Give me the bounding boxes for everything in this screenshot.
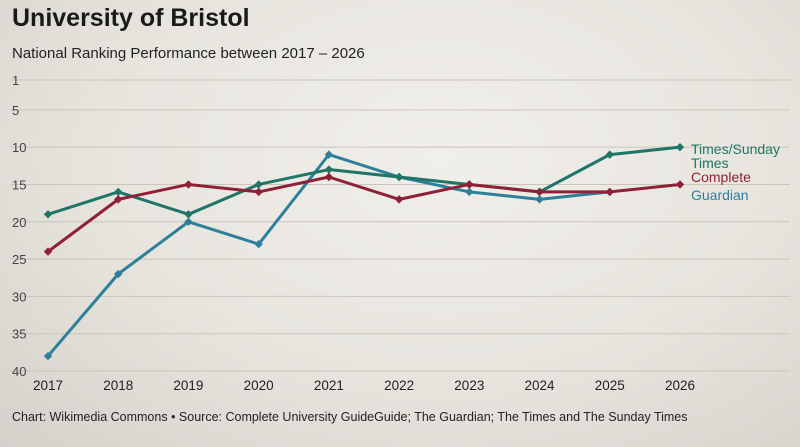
data-point xyxy=(184,210,193,219)
legend-label-guardian: Guardian xyxy=(691,187,749,203)
y-tick-label: 35 xyxy=(12,327,26,342)
data-point xyxy=(605,187,614,197)
legend-label-times: Times/Sunday Times xyxy=(691,141,780,171)
chart-subtitle: National Ranking Performance between 201… xyxy=(12,45,365,62)
data-point xyxy=(605,150,614,159)
data-point xyxy=(324,172,334,182)
data-point xyxy=(114,187,123,197)
legend-label-times-line2: Times xyxy=(691,155,729,171)
data-point xyxy=(535,195,544,204)
data-point xyxy=(465,187,474,197)
data-point xyxy=(254,239,263,249)
data-point xyxy=(324,165,334,174)
x-tick-label: 2021 xyxy=(314,378,344,393)
data-point xyxy=(254,187,263,197)
data-point xyxy=(184,180,193,189)
y-tick-label: 20 xyxy=(12,215,26,230)
data-point xyxy=(324,150,334,159)
data-point xyxy=(114,269,123,279)
legend-label-complete: Complete xyxy=(691,169,751,185)
data-point xyxy=(254,180,263,189)
chart-source-footer: Chart: Wikimedia Commons • Source: Compl… xyxy=(12,410,688,424)
data-point xyxy=(43,210,53,219)
data-point xyxy=(43,247,53,256)
x-tick-label: 2026 xyxy=(665,378,695,393)
data-point xyxy=(465,180,474,189)
y-tick-label: 10 xyxy=(12,140,26,155)
y-tick-label: 5 xyxy=(12,103,19,118)
y-tick-label: 1 xyxy=(12,73,19,88)
data-point xyxy=(394,195,404,204)
data-point xyxy=(114,195,123,204)
y-tick-label: 15 xyxy=(12,177,26,192)
y-tick-label: 25 xyxy=(12,252,26,267)
x-tick-label: 2022 xyxy=(384,378,414,393)
data-point xyxy=(675,180,685,189)
data-point xyxy=(394,172,404,182)
x-tick-label: 2025 xyxy=(595,378,625,393)
y-tick-label: 30 xyxy=(12,289,26,304)
x-tick-label: 2019 xyxy=(173,378,203,393)
data-point xyxy=(184,217,193,226)
x-tick-label: 2023 xyxy=(454,378,484,393)
series-line xyxy=(46,145,682,216)
y-tick-label: 40 xyxy=(12,364,26,379)
series-line xyxy=(46,175,682,254)
x-tick-label: 2020 xyxy=(244,378,274,393)
legend-label-times-line1: Times/Sunday xyxy=(691,141,780,157)
x-tick-label: 2017 xyxy=(33,378,63,393)
x-tick-label: 2024 xyxy=(525,378,556,393)
data-point xyxy=(43,351,53,361)
chart-title: University of Bristol xyxy=(12,4,250,32)
data-point xyxy=(675,142,685,152)
data-point xyxy=(535,187,544,197)
x-tick-label: 2018 xyxy=(103,378,133,393)
